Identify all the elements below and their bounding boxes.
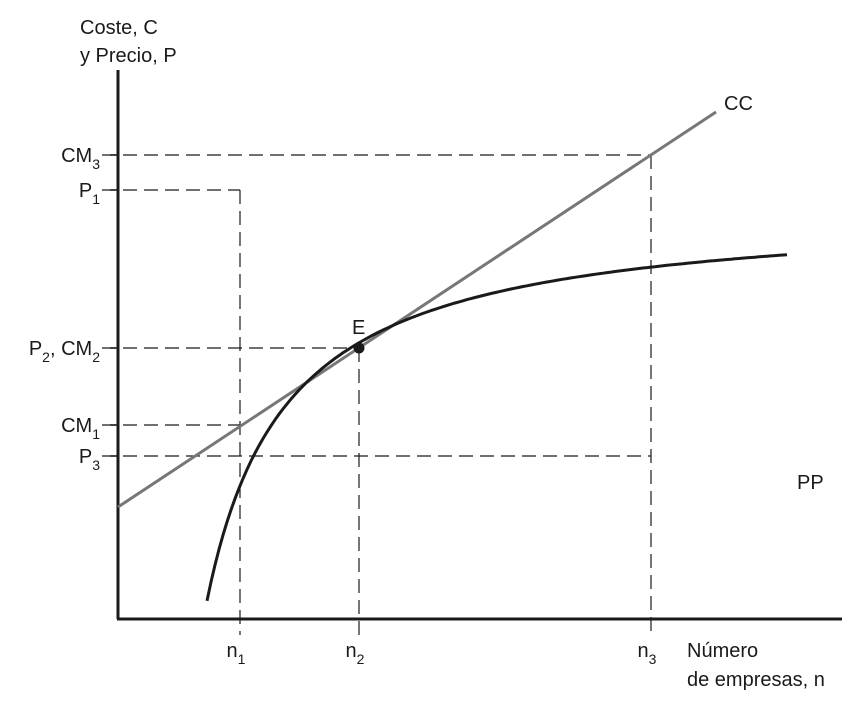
y-tick-label-4: CM1​ (61, 415, 100, 442)
cc-line (117, 110, 717, 509)
x-tick-label-2: n2​ (346, 640, 365, 667)
y-tick-label-1: CM3​ (61, 145, 100, 172)
pp-label: PP (797, 472, 824, 494)
cc-label: CC (724, 93, 753, 115)
tick-labels: CM3​ P1​ P2​, CM2​ CM1​ P3​ n1​ n2​ n3​ (29, 145, 657, 667)
equilibrium-label: E (352, 317, 365, 339)
x-tick-label-3: n3​ (638, 640, 657, 667)
pp-curve (205, 253, 788, 602)
y-tick-label-2: P1​ (79, 180, 100, 207)
x-tick-label-1: n1​ (227, 640, 246, 667)
y-axis-title-line1: Coste, C (80, 17, 158, 39)
y-tick-label-3: P2​, CM2​ (29, 338, 100, 365)
x-axis-title-line2: de empresas, n (687, 669, 825, 691)
x-axis-title-line1: Número (687, 640, 758, 662)
y-tick-label-5: P3​ (79, 446, 100, 473)
y-axis-title-line2: y Precio, P (80, 45, 177, 67)
equilibrium-point (353, 342, 365, 354)
guide-lines (102, 154, 652, 635)
